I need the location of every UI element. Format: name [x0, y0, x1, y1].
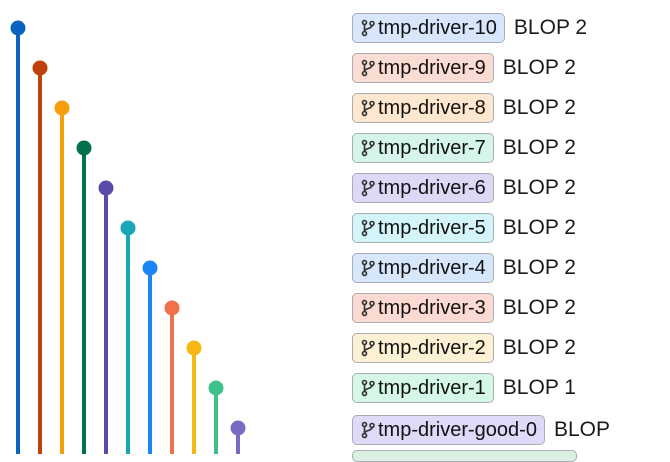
branch-name: tmp-driver-4 [378, 256, 486, 279]
git-branch-icon [361, 179, 375, 197]
commit-message: BLOP 2 [502, 56, 576, 79]
git-branch-icon [361, 339, 375, 357]
commit-row-tmp-driver-10[interactable]: tmp-driver-10 BLOP 2 [352, 12, 587, 44]
commit-row-tmp-driver-7[interactable]: tmp-driver-7 BLOP 2 [352, 132, 576, 164]
branch-tag-tmp-driver-9[interactable]: tmp-driver-9 [352, 53, 494, 83]
commit-row-tmp-driver-6[interactable]: tmp-driver-6 BLOP 2 [352, 172, 576, 204]
branch-name: tmp-driver-10 [378, 16, 497, 39]
commit-message: BLOP 2 [502, 136, 576, 159]
branch-name: tmp-driver-7 [378, 136, 486, 159]
branch-tag-tmp-driver-3[interactable]: tmp-driver-3 [352, 293, 494, 323]
git-branch-icon [361, 219, 375, 237]
branch-name: tmp-driver-9 [378, 56, 486, 79]
branch-name: tmp-driver-1 [378, 376, 486, 399]
commit-node[interactable] [32, 60, 48, 76]
branch-tag-tmp-driver-1[interactable]: tmp-driver-1 [352, 373, 494, 403]
commit-node[interactable] [164, 300, 180, 316]
branch-name: tmp-driver-good-0 [378, 418, 537, 441]
commit-node[interactable] [142, 260, 158, 276]
commit-row-tmp-driver-5[interactable]: tmp-driver-5 BLOP 2 [352, 212, 576, 244]
branch-name: tmp-driver-5 [378, 216, 486, 239]
branch-name: tmp-driver-6 [378, 176, 486, 199]
git-branch-icon [361, 59, 375, 77]
branch-tag-tmp-driver-8[interactable]: tmp-driver-8 [352, 93, 494, 123]
commit-row-tmp-driver-1[interactable]: tmp-driver-1 BLOP 1 [352, 372, 576, 404]
commit-list: tmp-driver-10 BLOP 2 tmp-driver-9 BLOP 2… [352, 0, 670, 462]
commit-row-tmp-driver-2[interactable]: tmp-driver-2 BLOP 2 [352, 332, 576, 364]
commit-row-tmp-driver-9[interactable]: tmp-driver-9 BLOP 2 [352, 52, 576, 84]
commit-message: BLOP 2 [502, 96, 576, 119]
commit-row-tmp-driver-good-0[interactable]: tmp-driver-good-0 BLOP [352, 414, 610, 446]
branch-tag-tmp-driver-4[interactable]: tmp-driver-4 [352, 253, 494, 283]
branch-tag-tmp-driver-5[interactable]: tmp-driver-5 [352, 213, 494, 243]
commit-node[interactable] [98, 180, 114, 196]
commit-message: BLOP [553, 418, 610, 441]
commit-message: BLOP 2 [502, 216, 576, 239]
commit-node[interactable] [76, 140, 92, 156]
branch-tag-tmp-driver-10[interactable]: tmp-driver-10 [352, 13, 505, 43]
commit-message: BLOP 2 [502, 176, 576, 199]
branch-name: tmp-driver-3 [378, 296, 486, 319]
git-branch-icon [361, 299, 375, 317]
branch-tag-tmp-driver-2[interactable]: tmp-driver-2 [352, 333, 494, 363]
commit-node[interactable] [54, 100, 70, 116]
commit-row-tmp-driver-4[interactable]: tmp-driver-4 BLOP 2 [352, 252, 576, 284]
commit-node[interactable] [186, 340, 202, 356]
git-branch-icon [361, 19, 375, 37]
branch-tag-tmp-driver-7[interactable]: tmp-driver-7 [352, 133, 494, 163]
commit-node[interactable] [230, 420, 246, 436]
commit-message: BLOP 2 [502, 256, 576, 279]
git-branch-icon [361, 379, 375, 397]
commit-node[interactable] [120, 220, 136, 236]
branch-name: tmp-driver-2 [378, 336, 486, 359]
git-branch-icon [361, 139, 375, 157]
commit-row-tmp-driver-8[interactable]: tmp-driver-8 BLOP 2 [352, 92, 576, 124]
branch-tag-partial[interactable] [352, 450, 577, 462]
branch-tag-tmp-driver-6[interactable]: tmp-driver-6 [352, 173, 494, 203]
commit-row-tmp-driver-3[interactable]: tmp-driver-3 BLOP 2 [352, 292, 576, 324]
git-branch-icon [361, 259, 375, 277]
commit-message: BLOP 2 [502, 336, 576, 359]
commit-message: BLOP 2 [502, 296, 576, 319]
commit-node[interactable] [208, 380, 224, 396]
git-branch-icon [361, 99, 375, 117]
branch-tag-tmp-driver-good-0[interactable]: tmp-driver-good-0 [352, 415, 545, 445]
git-branch-icon [361, 421, 375, 439]
commit-node[interactable] [10, 20, 26, 36]
commit-message: BLOP 2 [513, 16, 588, 39]
commit-message: BLOP 1 [502, 376, 576, 399]
branch-name: tmp-driver-8 [378, 96, 486, 119]
